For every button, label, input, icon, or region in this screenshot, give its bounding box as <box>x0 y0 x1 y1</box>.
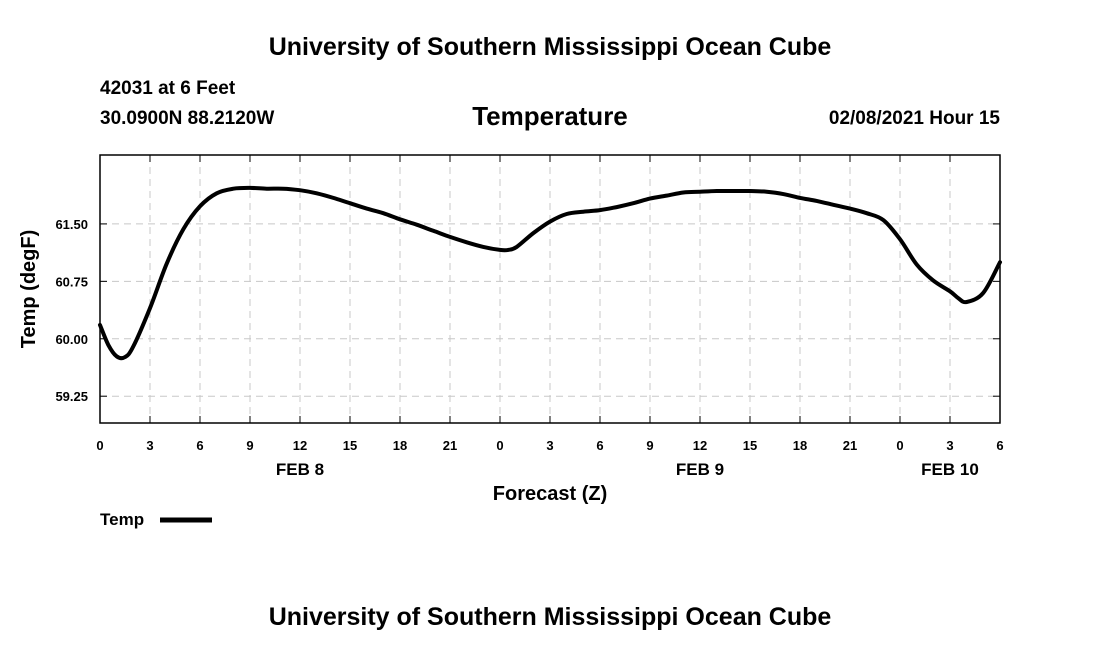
x-tick-label: 18 <box>793 438 807 453</box>
grid-lines <box>100 155 1000 423</box>
date-label: FEB 10 <box>921 460 979 479</box>
x-tick-label: 21 <box>843 438 857 453</box>
x-tick-label: 15 <box>743 438 757 453</box>
x-tick-label: 3 <box>946 438 953 453</box>
x-tick-labels: 0 3 6 9 12 15 18 21 0 3 6 9 12 15 18 21 0 3 6 <box>96 438 1003 453</box>
legend-label-temp: Temp <box>100 510 144 529</box>
y-tick-label: 60.75 <box>55 274 88 289</box>
x-tick-label: 18 <box>393 438 407 453</box>
station-label: 42031 at 6 Feet <box>100 78 236 99</box>
series-layer <box>98 185 1002 361</box>
plot-frame <box>99 154 1001 424</box>
footer-title: University of Southern Mississippi Ocean… <box>269 603 832 631</box>
legend: Temp <box>100 510 212 529</box>
chart-title: Temperature <box>472 101 628 131</box>
x-tick-label: 3 <box>546 438 553 453</box>
temp-series-line <box>98 185 1002 361</box>
x-tick-label: 21 <box>443 438 457 453</box>
y-tick-label: 61.50 <box>55 217 88 232</box>
x-tick-label: 12 <box>693 438 707 453</box>
x-axis-label: Forecast (Z) <box>493 483 607 505</box>
x-tick-label: 0 <box>896 438 903 453</box>
x-tick-label: 0 <box>496 438 503 453</box>
x-tick-label: 12 <box>293 438 307 453</box>
y-tick-labels: 59.25 60.00 60.75 61.50 <box>55 217 88 404</box>
x-tick-label: 3 <box>146 438 153 453</box>
x-tick-label: 6 <box>596 438 603 453</box>
x-tick-label: 6 <box>996 438 1003 453</box>
x-tick-label: 6 <box>196 438 203 453</box>
timestamp-label: 02/08/2021 Hour 15 <box>829 108 1001 129</box>
x-tick-label: 0 <box>96 438 103 453</box>
date-labels: FEB 8 FEB 9 FEB 10 <box>276 460 979 479</box>
date-label: FEB 8 <box>276 460 324 479</box>
x-tick-label: 9 <box>246 438 253 453</box>
page-title: University of Southern Mississippi Ocean… <box>269 33 832 61</box>
x-tick-label: 9 <box>646 438 653 453</box>
location-label: 30.0900N 88.2120W <box>100 108 274 129</box>
date-label: FEB 9 <box>676 460 724 479</box>
y-tick-label: 59.25 <box>55 389 88 404</box>
y-axis-label: Temp (degF) <box>18 230 40 349</box>
y-tick-label: 60.00 <box>55 332 88 347</box>
x-tick-label: 15 <box>343 438 357 453</box>
